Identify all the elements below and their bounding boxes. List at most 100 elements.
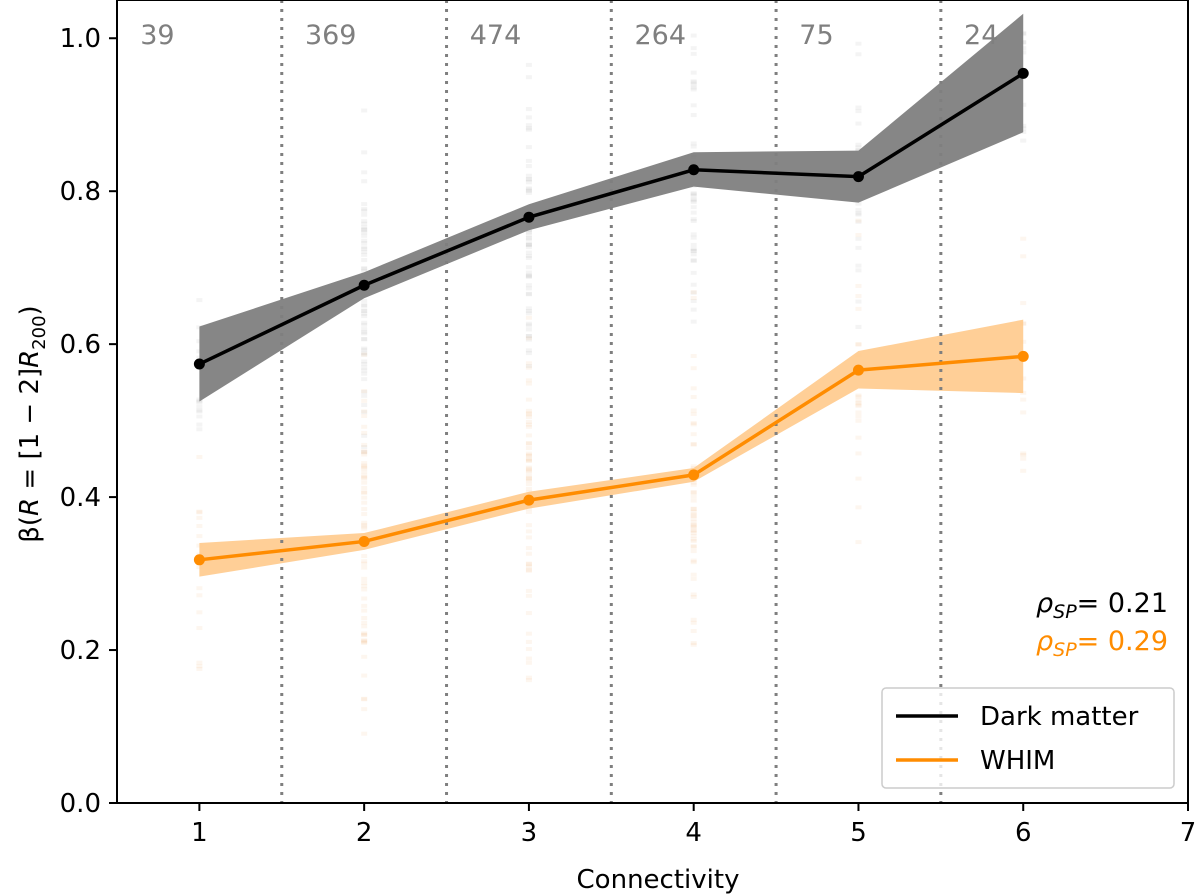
scatter-point: [196, 408, 203, 413]
scatter-point: [1020, 452, 1027, 457]
scatter-point: [855, 212, 862, 217]
scatter-point: [690, 549, 697, 554]
scatter-point: [361, 475, 368, 480]
scatter-point: [361, 430, 368, 435]
scatter-point: [196, 660, 203, 665]
scatter-point: [361, 524, 368, 529]
scatter-point: [690, 538, 697, 543]
scatter-point: [525, 487, 532, 492]
scatter-point: [690, 258, 697, 263]
scatter-point: [361, 449, 368, 454]
scatter-point: [690, 79, 697, 84]
data-point: [1017, 67, 1029, 79]
scatter-point: [690, 258, 697, 263]
scatter-point: [690, 82, 697, 87]
scatter-point: [361, 632, 368, 637]
scatter-point: [690, 494, 697, 499]
scatter-point: [196, 666, 203, 671]
scatter-point: [361, 365, 368, 370]
scatter-point: [690, 537, 697, 542]
scatter-point: [690, 629, 697, 634]
scatter-point: [690, 248, 697, 253]
x-axis-label: Connectivity: [577, 865, 740, 895]
scatter-point: [361, 522, 368, 527]
scatter-point: [361, 269, 368, 274]
scatter-point: [525, 189, 532, 194]
legend-frame: [881, 687, 1175, 789]
data-point: [358, 535, 370, 547]
scatter-point: [525, 551, 532, 556]
scatter-point: [525, 126, 532, 131]
scatter-point: [525, 190, 532, 195]
scatter-point: [361, 320, 368, 325]
scatter-point: [690, 545, 697, 550]
scatter-point: [525, 446, 532, 451]
scatter-point: [525, 441, 532, 446]
annotation-subscript: SP: [1053, 639, 1077, 661]
scatter-point: [855, 451, 862, 456]
scatter-point: [1020, 397, 1027, 402]
annotation-value: = 0.21: [1077, 588, 1168, 619]
scatter-point: [525, 361, 532, 366]
scatter-point: [196, 626, 203, 631]
scatter-point: [525, 678, 532, 683]
scatter-point: [525, 245, 532, 250]
scatter-point: [361, 303, 368, 308]
scatter-point: [855, 402, 862, 407]
scatter-point: [361, 476, 368, 481]
scatter-point: [1020, 468, 1027, 473]
scatter-point: [690, 144, 697, 149]
scatter-point: [690, 516, 697, 521]
scatter-point: [361, 624, 368, 629]
scatter-point: [855, 394, 862, 399]
annotation-symbol: ρ: [1036, 626, 1053, 657]
scatter-point: [361, 359, 368, 364]
data-point: [358, 279, 370, 291]
scatter-point: [855, 219, 862, 224]
legend: Dark matter WHIM: [881, 687, 1175, 789]
y-axis-label-part: β(: [15, 516, 45, 543]
scatter-point: [690, 464, 697, 469]
scatter-point: [690, 270, 697, 275]
scatter-point: [855, 306, 862, 311]
scatter-point: [855, 294, 862, 299]
scatter-point: [855, 410, 862, 415]
scatter-point: [690, 530, 697, 535]
scatter-point: [525, 237, 532, 242]
scatter-point: [855, 145, 862, 150]
data-point: [852, 171, 864, 183]
scatter-point: [690, 87, 697, 92]
scatter-point: [525, 468, 532, 473]
data-point: [852, 364, 864, 376]
scatter-point: [690, 395, 697, 400]
scatter-point: [855, 342, 862, 347]
scatter-point: [525, 123, 532, 128]
scatter-point: [855, 476, 862, 481]
x-tick-label: 4: [685, 818, 702, 848]
bin-count-label: 264: [635, 20, 687, 51]
scatter-point: [361, 466, 368, 471]
confidence-bands: [199, 13, 1024, 577]
scatter-point: [690, 113, 697, 118]
scatter-point: [690, 85, 697, 90]
scatter-point: [361, 461, 368, 466]
scatter-point: [525, 451, 532, 456]
scatter-point: [361, 212, 368, 217]
scatter-point: [855, 505, 862, 510]
scatter-point: [690, 520, 697, 525]
scatter-point: [196, 404, 203, 409]
scatter-point: [361, 707, 368, 712]
scatter-point: [361, 389, 368, 394]
scatter-point: [361, 347, 368, 352]
scatter-point: [855, 418, 862, 423]
scatter-point: [690, 193, 697, 198]
annotation-rho-dark-matter: ρSP= 0.21: [1036, 588, 1168, 623]
scatter-point: [525, 546, 532, 551]
scatter-point: [525, 458, 532, 463]
scatter-point: [361, 402, 368, 407]
scatter-point: [690, 411, 697, 416]
scatter-point: [690, 421, 697, 426]
y-axis-label: β(R = [1 − 2]R200): [15, 305, 50, 542]
scatter-point: [361, 587, 368, 592]
scatter-point: [855, 299, 862, 304]
